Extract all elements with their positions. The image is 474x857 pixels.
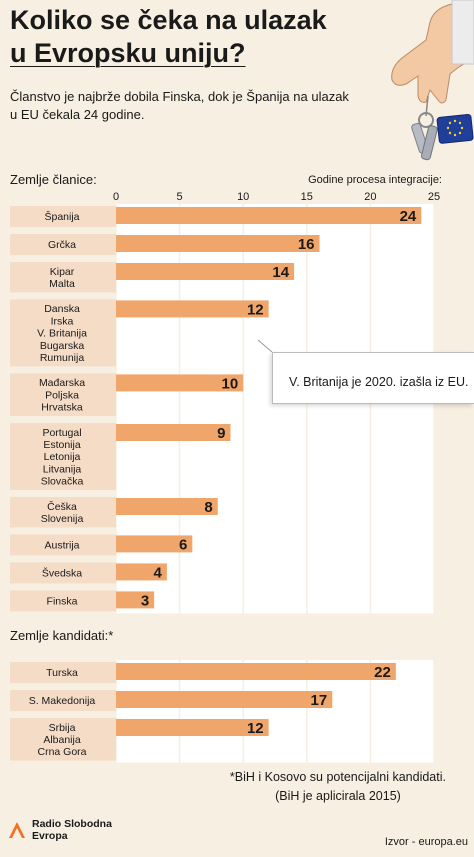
category-label-bg	[10, 662, 116, 683]
rfe-logo: Radio Slobodna Evropa	[6, 818, 112, 842]
category-label: Irska	[51, 315, 74, 327]
category-label-bg	[10, 590, 116, 612]
category-label: Bugarska	[40, 340, 85, 352]
category-label: Finska	[47, 596, 78, 608]
category-label: Slovačka	[41, 476, 84, 488]
category-label: Češka	[47, 500, 77, 513]
bar	[116, 663, 396, 680]
title-line-2: u Evropsku uniju?	[10, 38, 246, 68]
x-tick-label: 25	[428, 191, 440, 203]
category-label: Litvanija	[43, 463, 82, 475]
value-label: 24	[400, 208, 417, 225]
subtitle-line-2: u EU čekala 24 godine.	[10, 107, 145, 122]
bar	[116, 691, 333, 708]
x-tick-label: 15	[301, 191, 313, 203]
x-axis-title: Godine procesa integracije:	[308, 174, 442, 186]
category-label-bg	[10, 234, 116, 255]
category-label: Austrija	[44, 540, 79, 552]
logo-line-1: Radio Slobodna	[32, 818, 112, 830]
value-label: 3	[141, 592, 149, 609]
category-label: Srbija	[49, 722, 76, 734]
category-label-bg	[10, 206, 116, 227]
category-label-bg	[10, 299, 116, 367]
bar	[116, 563, 167, 581]
category-label: Estonija	[43, 439, 81, 451]
bar	[116, 424, 231, 441]
footnote: *BiH i Kosovo su potencijalni kandidati.…	[230, 768, 446, 806]
page-title: Koliko se čeka na ulazak u Evropsku unij…	[10, 4, 340, 70]
value-label: 6	[179, 536, 187, 553]
category-label: Kipar	[50, 266, 75, 278]
category-label: Švedska	[42, 567, 82, 580]
category-label: Slovenija	[41, 513, 84, 525]
category-label-bg	[10, 690, 116, 711]
category-label: Crna Gora	[37, 746, 86, 758]
category-label-bg	[10, 562, 116, 584]
category-label-bg	[10, 534, 116, 556]
category-label: Portugal	[42, 427, 81, 439]
value-label: 10	[222, 375, 239, 392]
category-label: Hrvatska	[41, 402, 83, 414]
hand-with-keys-illustration	[391, 0, 474, 161]
category-label-bg	[10, 497, 116, 528]
category-label: Malta	[49, 278, 75, 290]
value-label: 12	[247, 720, 264, 737]
value-label: 8	[204, 499, 212, 516]
value-label: 16	[298, 236, 315, 253]
value-label: 4	[154, 564, 163, 581]
category-label: Danska	[44, 303, 80, 315]
category-label-bg	[10, 262, 116, 293]
value-label: 22	[374, 664, 391, 681]
subtitle-line-1: Članstvo je najbrže dobila Finska, dok j…	[10, 89, 349, 104]
x-tick-label: 0	[113, 191, 119, 203]
category-label: Mađarska	[39, 377, 85, 389]
category-label: Letonija	[44, 451, 81, 463]
subtitle: Članstvo je najbrže dobila Finska, dok j…	[10, 88, 370, 124]
x-tick-label: 20	[364, 191, 376, 203]
logo-line-2: Evropa	[32, 830, 68, 842]
value-label: 17	[311, 692, 328, 709]
bar	[116, 535, 193, 553]
value-label: 14	[272, 264, 289, 281]
x-tick-label: 5	[177, 191, 183, 203]
category-label-bg	[10, 423, 116, 490]
bar	[116, 300, 269, 318]
title-line-1: Koliko se čeka na ulazak	[10, 5, 327, 35]
bar	[116, 719, 269, 736]
category-label: S. Makedonija	[29, 695, 96, 707]
footnote-line-2: (BiH je aplicirala 2015)	[275, 789, 401, 803]
footnote-line-1: *BiH i Kosovo su potencijalni kandidati.	[229, 770, 446, 784]
bar	[116, 207, 422, 224]
bar	[116, 498, 218, 515]
category-label: Turska	[46, 667, 78, 679]
category-label: Rumunija	[40, 352, 85, 364]
x-tick-label: 10	[237, 191, 249, 203]
members-section-label: Zemlje članice:	[10, 172, 97, 187]
category-label-bg	[10, 718, 116, 761]
bar	[116, 263, 295, 280]
candidates-section-label: Zemlje kandidati:*	[10, 628, 114, 643]
rfe-logo-text: Radio Slobodna Evropa	[32, 818, 112, 842]
bar	[116, 235, 320, 252]
category-label: Poljska	[45, 389, 79, 401]
annotation-leader-line	[257, 339, 273, 353]
category-label: Grčka	[48, 239, 76, 251]
bar	[116, 591, 155, 609]
category-label: V. Britanija	[37, 328, 87, 340]
value-label: 9	[217, 425, 225, 442]
rfe-logo-icon	[9, 822, 25, 838]
annotation-callout: V. Britanija je 2020. izašla iz EU.	[272, 352, 474, 404]
category-label: Španija	[44, 210, 79, 223]
value-label: 12	[247, 301, 264, 318]
bar	[116, 374, 244, 392]
category-label: Albanija	[43, 734, 81, 746]
source-note: Izvor - europa.eu	[384, 836, 468, 848]
category-label-bg	[10, 373, 116, 416]
